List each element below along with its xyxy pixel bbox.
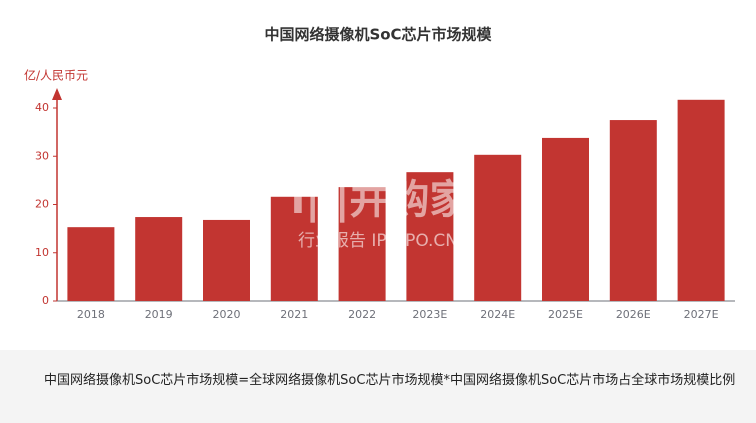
chart-title: 中国网络摄像机SoC芯片市场规模 <box>264 26 492 44</box>
x-tick-label: 2025E <box>548 308 583 321</box>
x-tick-label: 2019 <box>145 308 173 321</box>
x-tick-label: 2022 <box>348 308 376 321</box>
bar <box>609 120 657 301</box>
y-axis-arrow <box>52 88 62 100</box>
y-tick-label: 30 <box>35 149 49 162</box>
x-tick-label: 2018 <box>77 308 105 321</box>
chart: 中国网络摄像机SoC芯片市场规模 亿/人民币元 0 10 20 30 40 2018 201… <box>24 26 735 321</box>
caption: 中国网络摄像机SoC芯片市场规模=全球网络摄像机SoC芯片市场规模*中国网络摄像… <box>0 350 756 423</box>
bar <box>135 217 183 301</box>
bar <box>203 219 250 301</box>
bar <box>270 196 318 301</box>
bar <box>67 227 115 301</box>
y-tick-label: 40 <box>35 101 49 114</box>
x-tick-label: 2026E <box>616 308 651 321</box>
watermark: 行业报告 IPOIPO.CN <box>298 231 458 251</box>
bar <box>542 137 589 301</box>
y-tick-label: 10 <box>35 246 49 259</box>
y-tick-label: 20 <box>35 198 49 211</box>
x-tick-label: 2020 <box>213 308 241 321</box>
watermark: I|I|并购家 <box>291 177 470 224</box>
bar <box>474 154 522 301</box>
bar <box>677 99 725 301</box>
x-tick-label: 2027E <box>684 308 719 321</box>
y-axis-label: 亿/人民币元 <box>24 68 88 83</box>
y-tick-label: 0 <box>42 294 49 307</box>
x-tick-label: 2021 <box>280 308 308 321</box>
bar <box>338 187 386 301</box>
x-tick-label: 2023E <box>412 308 447 321</box>
x-tick-label: 2024E <box>480 308 515 321</box>
bar <box>406 172 454 301</box>
